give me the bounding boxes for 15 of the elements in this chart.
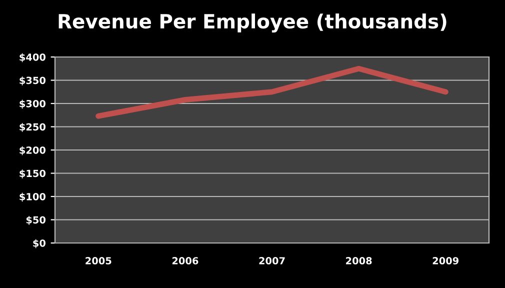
chart-title: Revenue Per Employee (thousands) xyxy=(58,14,446,33)
y-tick-label: $400 xyxy=(20,53,46,62)
y-tick-label: $300 xyxy=(20,100,46,109)
x-tick-label: 2008 xyxy=(346,257,372,264)
x-tick-label: 2006 xyxy=(172,257,198,264)
y-tick-label: $150 xyxy=(20,170,46,178)
x-tick-label: 2009 xyxy=(432,257,459,264)
y-tick-label: $200 xyxy=(20,146,46,156)
y-tick-label: $0 xyxy=(33,239,46,248)
y-tick-label: $250 xyxy=(20,123,46,132)
x-tick-label: 2005 xyxy=(86,257,112,264)
y-tick-label: $100 xyxy=(20,192,46,202)
x-tick-label: 2007 xyxy=(259,257,285,264)
y-tick-label: $350 xyxy=(20,76,46,86)
y-tick-label: $50 xyxy=(26,216,46,225)
